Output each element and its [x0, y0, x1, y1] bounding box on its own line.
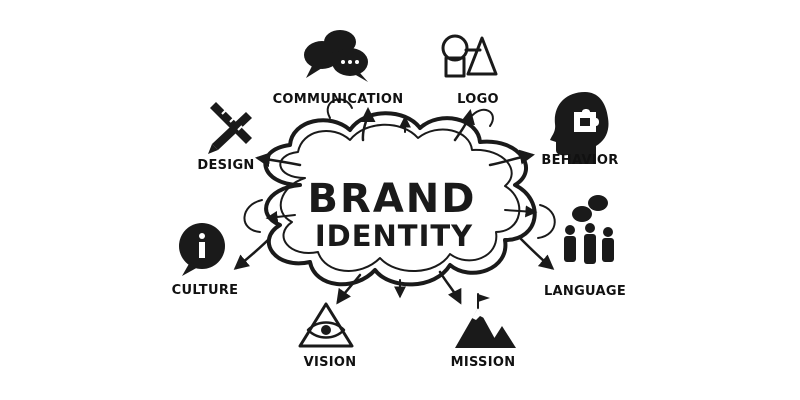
node-label-mission: MISSION — [451, 355, 516, 370]
center-title-line1: BRAND — [308, 176, 477, 222]
info-bubble-icon — [179, 223, 225, 276]
head-puzzle-icon — [550, 92, 609, 164]
node-label-behavior: BEHAVIOR — [541, 153, 618, 168]
node-communication: COMMUNICATION — [273, 30, 404, 107]
shapes-icon — [441, 34, 498, 78]
arrow-behavior — [488, 149, 535, 167]
node-vision: VISION — [298, 302, 357, 370]
node-label-vision: VISION — [304, 355, 357, 370]
arrow-culture — [233, 236, 272, 270]
node-language: LANGUAGE — [544, 195, 626, 299]
people-talking-icon — [564, 195, 614, 264]
connector-arrows — [233, 107, 555, 305]
arrow-communication — [360, 107, 376, 142]
node-logo: LOGO — [441, 34, 499, 107]
arrow-mission — [438, 270, 462, 305]
speech-bubbles-icon — [304, 30, 368, 82]
arrow-language — [518, 236, 555, 270]
node-label-design: DESIGN — [197, 158, 254, 173]
arrow-vision — [336, 273, 362, 305]
node-behavior: BEHAVIOR — [541, 92, 618, 168]
pencil-ruler-icon — [208, 102, 252, 154]
node-label-language: LANGUAGE — [544, 284, 626, 299]
node-label-culture: CULTURE — [172, 283, 239, 298]
mountain-flag-icon — [455, 293, 516, 348]
node-design: DESIGN — [197, 102, 254, 173]
arrow-logo — [453, 109, 475, 142]
node-label-logo: LOGO — [457, 92, 499, 107]
node-mission: MISSION — [451, 293, 516, 370]
eye-pyramid-icon — [298, 302, 354, 348]
center-title-line2: IDENTITY — [315, 219, 473, 253]
node-label-communication: COMMUNICATION — [273, 92, 404, 107]
arrow-design — [255, 152, 302, 168]
node-culture: CULTURE — [172, 223, 239, 298]
